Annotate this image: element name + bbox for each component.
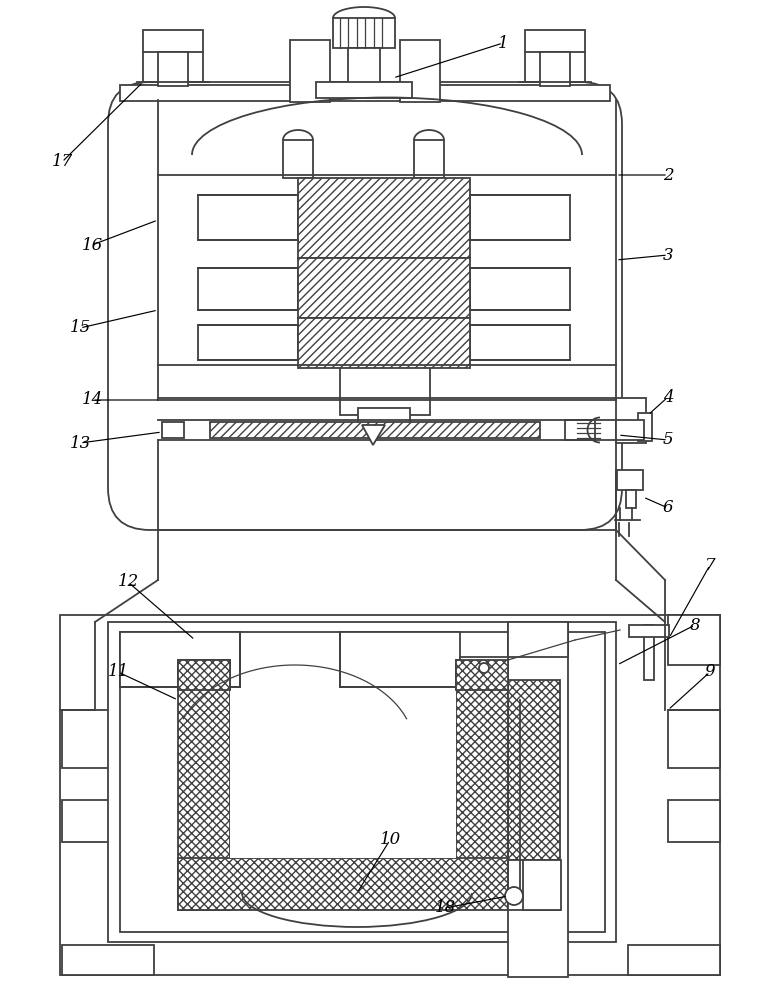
Text: 6: 6 [663, 499, 673, 516]
Bar [616, 420, 644, 440]
Polygon shape [362, 425, 385, 445]
Text: 2: 2 [663, 166, 673, 184]
Circle shape [479, 663, 489, 673]
Text: 15: 15 [69, 320, 90, 336]
Bar [60, 615, 720, 975]
Bar [198, 325, 298, 360]
Bar [120, 632, 605, 932]
Text: 4: 4 [663, 388, 673, 406]
Bar [298, 178, 470, 258]
Bar [616, 398, 646, 443]
Bar [470, 195, 570, 240]
Text: 17: 17 [51, 153, 73, 170]
Bar [638, 413, 652, 441]
Bar [508, 860, 560, 910]
Bar [198, 268, 298, 310]
Text: 8: 8 [690, 616, 700, 634]
Circle shape [505, 887, 523, 905]
Bar [62, 945, 154, 975]
Bar [626, 490, 636, 508]
Bar [62, 710, 114, 768]
Text: 3: 3 [663, 246, 673, 263]
Bar [158, 52, 188, 86]
Bar [668, 615, 720, 665]
Bar [298, 258, 470, 318]
Bar [508, 622, 568, 652]
Bar [178, 660, 230, 910]
Bar [340, 632, 460, 687]
Bar [414, 140, 444, 178]
Text: 10: 10 [379, 832, 401, 848]
Bar [230, 690, 456, 858]
Text: 16: 16 [81, 236, 103, 253]
FancyBboxPatch shape [108, 82, 622, 530]
Bar [340, 365, 430, 415]
Text: 12: 12 [117, 574, 139, 590]
Bar [540, 52, 570, 86]
Bar [523, 860, 561, 910]
Bar [525, 30, 585, 52]
Text: 7: 7 [704, 556, 715, 574]
Bar [508, 622, 568, 657]
Bar [628, 945, 720, 975]
Bar [456, 660, 508, 860]
Text: 11: 11 [108, 664, 129, 680]
Bar [617, 470, 643, 490]
Bar [298, 318, 470, 368]
Bar [565, 420, 595, 440]
Bar [470, 268, 570, 310]
Bar [470, 325, 570, 360]
Bar [198, 195, 298, 240]
Bar [210, 422, 540, 438]
Bar [120, 85, 610, 101]
Bar [143, 30, 203, 52]
Bar [668, 800, 720, 842]
Bar [644, 625, 654, 680]
Text: 14: 14 [81, 391, 103, 408]
Bar [668, 710, 720, 768]
Bar [400, 40, 440, 102]
Bar [162, 422, 184, 438]
Text: 9: 9 [704, 664, 715, 680]
Bar [290, 40, 330, 102]
Bar [348, 48, 380, 85]
Bar [62, 800, 114, 842]
Text: 18: 18 [434, 900, 456, 916]
Text: 5: 5 [663, 432, 673, 448]
Bar [460, 657, 508, 679]
Bar [629, 625, 669, 637]
Bar [283, 140, 313, 178]
Bar [456, 660, 508, 690]
Bar [358, 408, 410, 426]
Bar [316, 82, 412, 98]
Bar [178, 858, 508, 910]
Bar [108, 622, 616, 942]
Text: 1: 1 [498, 34, 509, 51]
Bar [178, 660, 230, 690]
Bar [120, 632, 240, 687]
Bar [508, 680, 560, 860]
Bar [333, 18, 395, 48]
Bar [508, 622, 568, 977]
Text: 13: 13 [69, 434, 90, 452]
